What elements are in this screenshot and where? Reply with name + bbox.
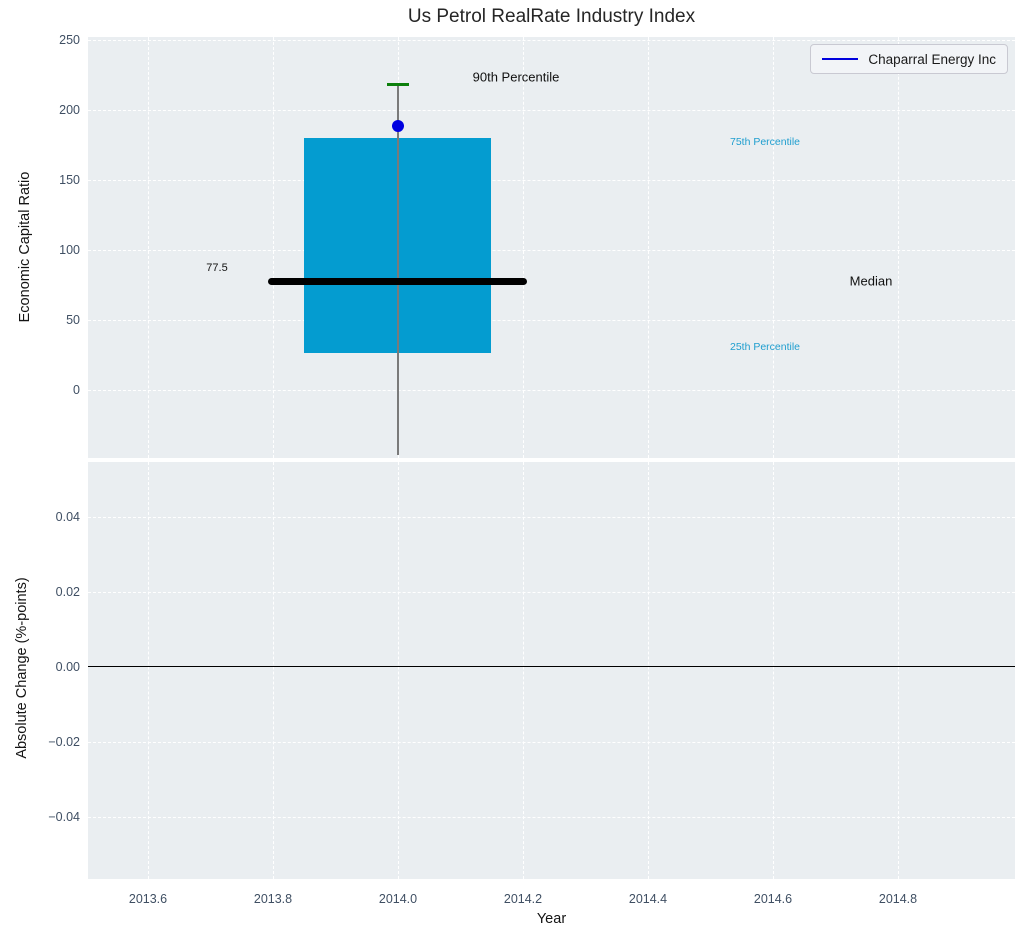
x-tick-label: 2014.0 <box>378 892 418 906</box>
x-axis-label: Year <box>536 911 567 927</box>
x-tick-label: 2014.6 <box>753 892 793 906</box>
gridline-h <box>88 517 1015 518</box>
gridline-h <box>88 742 1015 743</box>
gridline-v <box>148 462 149 879</box>
gridline-h <box>88 817 1015 818</box>
whisker-line <box>397 85 399 455</box>
gridline-v <box>648 37 649 458</box>
gridline-v <box>898 462 899 879</box>
x-tick-label: 2014.4 <box>628 892 668 906</box>
x-tick-label: 2013.8 <box>253 892 293 906</box>
median-label: Median <box>849 273 893 289</box>
y-tick-label: 0.02 <box>55 585 80 599</box>
bottom-subplot <box>88 462 1015 879</box>
y-tick-label: 50 <box>66 313 80 327</box>
y-tick-label: −0.02 <box>48 735 80 749</box>
x-tick-label: 2014.8 <box>878 892 918 906</box>
top-subplot: 90th Percentile 75th Percentile 25th Per… <box>88 37 1015 458</box>
y-tick-label: 100 <box>59 243 80 257</box>
median-line <box>268 278 527 285</box>
bottom-y-axis-label: Absolute Change (%-points) <box>14 577 30 759</box>
y-tick-label: 150 <box>59 173 80 187</box>
gridline-v <box>648 462 649 879</box>
gridline-h <box>88 110 1015 111</box>
legend-entry-label: Chaparral Energy Inc <box>868 51 996 67</box>
x-tick-label: 2013.6 <box>128 892 168 906</box>
company-point <box>392 120 404 132</box>
gridline-h <box>88 250 1015 251</box>
p25-label: 25th Percentile <box>729 341 801 353</box>
p90-label: 90th Percentile <box>472 69 560 85</box>
p90-cap <box>387 83 409 86</box>
gridline-h <box>88 180 1015 181</box>
y-tick-label: −0.04 <box>48 810 80 824</box>
gridline-v <box>273 462 274 879</box>
gridline-v <box>148 37 149 458</box>
y-tick-label: 0.00 <box>55 660 80 674</box>
legend-line-icon <box>822 58 859 60</box>
chart-title: Us Petrol RealRate Industry Index <box>407 6 696 27</box>
gridline-v <box>773 462 774 879</box>
y-tick-label: 0 <box>73 383 80 397</box>
x-tick-label: 2014.2 <box>503 892 543 906</box>
y-tick-label: 250 <box>59 33 80 47</box>
gridline-v <box>523 462 524 879</box>
median-value-label: 77.5 <box>206 262 228 274</box>
legend[interactable]: Chaparral Energy Inc <box>810 44 1008 74</box>
gridline-v <box>898 37 899 458</box>
gridline-v <box>773 37 774 458</box>
gridline-h <box>88 592 1015 593</box>
top-y-axis-label: Economic Capital Ratio <box>17 171 33 323</box>
y-tick-label: 200 <box>59 103 80 117</box>
gridline-v <box>273 37 274 458</box>
gridline-h <box>88 320 1015 321</box>
p75-label: 75th Percentile <box>729 136 801 148</box>
gridline-h <box>88 390 1015 391</box>
y-tick-label: 0.04 <box>55 510 80 524</box>
gridline-v <box>523 37 524 458</box>
gridline-v <box>398 462 399 879</box>
gridline-h <box>88 40 1015 41</box>
zero-reference-line <box>88 666 1015 667</box>
